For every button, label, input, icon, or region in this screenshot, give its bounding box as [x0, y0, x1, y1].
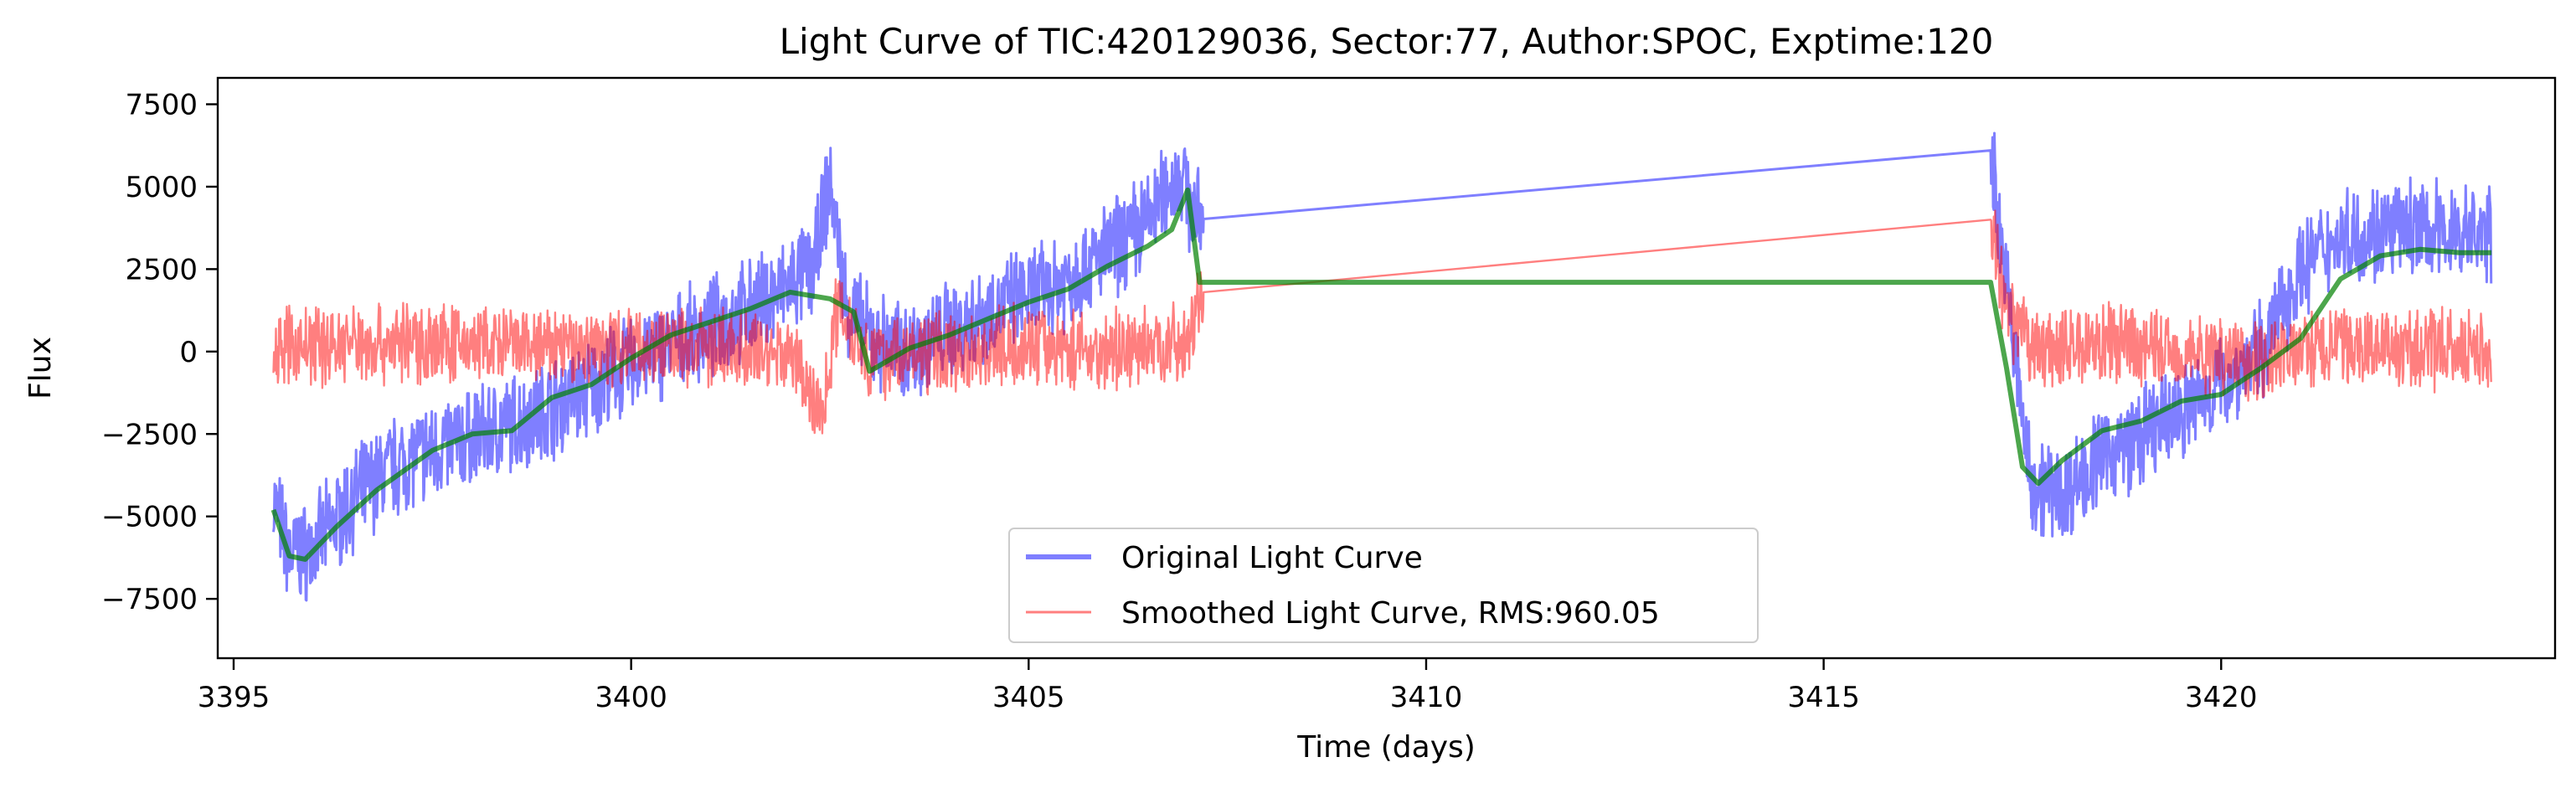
smoothed-light-curve — [272, 209, 2492, 435]
y-tick-label: 2500 — [125, 253, 198, 286]
legend-label-original: Original Light Curve — [1121, 541, 1423, 575]
x-tick-label: 3420 — [2185, 681, 2258, 714]
legend-label-smoothed: Smoothed Light Curve, RMS:960.05 — [1121, 596, 1660, 631]
legend: Original Light Curve Smoothed Light Curv… — [1008, 528, 1759, 643]
x-tick-label: 3410 — [1390, 681, 1463, 714]
x-tick-label: 3415 — [1787, 681, 1860, 714]
trend-line — [270, 187, 2492, 562]
x-axis: 3395 3400 3405 3410 3415 3420 — [198, 658, 2258, 714]
x-tick-label: 3405 — [992, 681, 1065, 714]
chart-title: Light Curve of TIC:420129036, Sector:77,… — [780, 21, 1994, 62]
y-tick-label: −7500 — [101, 583, 198, 616]
y-tick-label: 0 — [179, 336, 198, 369]
plot-frame — [216, 76, 2557, 660]
x-axis-label: Time (days) — [1296, 730, 1476, 765]
x-tick-label: 3400 — [595, 681, 667, 714]
y-tick-label: 5000 — [125, 171, 198, 204]
x-tick-label: 3395 — [198, 681, 270, 714]
y-axis: −7500 −5000 −2500 0 2500 5000 7500 — [101, 89, 218, 616]
legend-box — [1008, 528, 1759, 643]
y-tick-label: −2500 — [101, 418, 198, 451]
y-tick-label: 7500 — [125, 89, 198, 122]
y-tick-label: −5000 — [101, 501, 198, 534]
plot-area — [270, 131, 2493, 602]
y-axis-label: Flux — [23, 337, 58, 399]
